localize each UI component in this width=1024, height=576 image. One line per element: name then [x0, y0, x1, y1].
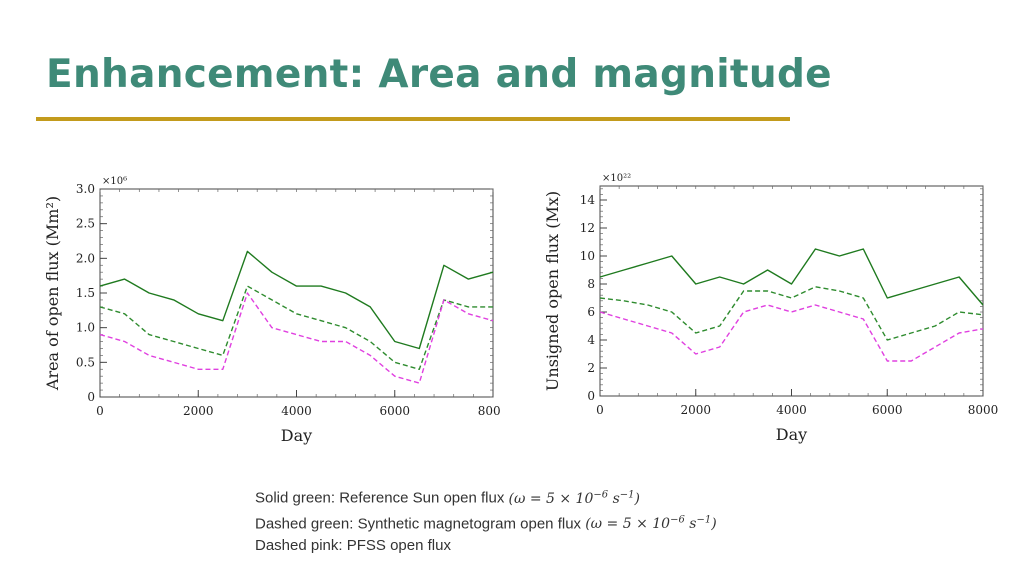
caption-line-dashed-green: Dashed green: Synthetic magnetogram open…: [255, 510, 717, 536]
caption-text: Solid green: Reference Sun open flux: [255, 489, 509, 507]
y-tick-label: 3.0: [76, 182, 95, 196]
series-solid-green-line: [99, 250, 494, 350]
y-tick-label: 14: [580, 193, 596, 207]
caption-math-close: ): [634, 490, 640, 507]
y-tick-label: 8: [587, 277, 595, 291]
caption-line-dashed-pink: Dashed pink: PFSS open flux: [255, 535, 717, 557]
x-tick-label: 8000: [968, 403, 999, 417]
caption-text: Dashed green: Synthetic magnetogram open…: [255, 515, 586, 533]
y-tick-label: 2: [587, 361, 595, 375]
legend-caption: Solid green: Reference Sun open flux (ω …: [255, 484, 717, 557]
x-axis-label: Day: [281, 426, 312, 445]
caption-math: (ω = 5 × 10−6 s−1): [585, 514, 717, 533]
x-tick-label: 8000: [478, 404, 500, 418]
area-open-flux-chart: 0 2000 4000 6000 8000 0 0.5 1.0 1.5 2.0 2.5 3.0 ×10⁶…: [43, 176, 500, 445]
x-tick-label: 2000: [183, 404, 214, 418]
y-tick-label: 12: [580, 221, 595, 235]
x-tick-label: 4000: [281, 404, 312, 418]
y-tick-label: 2.0: [76, 251, 95, 265]
caption-math-unit-exponent: −1: [619, 489, 635, 500]
caption-math-base: (ω = 5 × 10: [585, 516, 671, 533]
caption-math: (ω = 5 × 10−6 s−1): [508, 489, 640, 507]
y-axis-label: Unsigned open flux (Mx): [543, 191, 562, 391]
y-tick-label: 0.5: [76, 355, 95, 369]
y-tick-label: 1.5: [76, 286, 95, 300]
caption-math-close: ): [711, 516, 717, 533]
x-tick-label: 0: [96, 404, 104, 418]
plot-frame: [99, 188, 494, 398]
caption-line-solid-green: Solid green: Reference Sun open flux (ω …: [255, 484, 717, 510]
series-dashed-green-line: [99, 285, 493, 371]
axis-multiplier: ×10⁶: [102, 176, 127, 187]
x-axis-label: Day: [776, 425, 807, 444]
y-tick-label: 2.5: [76, 217, 95, 231]
slide-title: Enhancement: Area and magnitude: [46, 52, 832, 97]
caption-math-exponent: −6: [593, 489, 609, 500]
y-tick-label: 0: [87, 390, 95, 404]
x-tick-label: 4000: [776, 403, 807, 417]
series-dashed-pink-line: [99, 292, 494, 384]
caption-math-unit-exponent: −1: [696, 514, 712, 526]
y-tick-label: 4: [587, 333, 595, 347]
caption-math-exponent: −6: [670, 514, 685, 526]
series-dashed-pink-line: [599, 304, 984, 362]
axis-multiplier: ×10²²: [602, 173, 631, 184]
series-solid-green-line: [599, 248, 984, 306]
y-axis-label: Area of open flux (Mm²): [43, 196, 62, 391]
caption-math-unit: s: [684, 516, 697, 533]
caption-math-unit: s: [608, 490, 620, 507]
y-tick-label: 1.0: [76, 321, 95, 335]
x-tick-label: 6000: [872, 403, 903, 417]
y-tick-label: 0: [587, 389, 595, 403]
series-dashed-green-line: [599, 286, 984, 341]
caption-math-base: (ω = 5 × 10: [508, 490, 594, 507]
caption-text: Dashed pink: PFSS open flux: [255, 537, 451, 555]
unsigned-open-flux-chart: 0 2000 4000 6000 8000 0 2 4 6 8 10 12 14 ×10²² Day Unsi…: [543, 173, 999, 444]
x-tick-label: 6000: [379, 404, 410, 418]
y-tick-label: 6: [587, 305, 595, 319]
x-tick-label: 2000: [680, 403, 711, 417]
x-tick-label: 0: [596, 403, 604, 417]
title-underline: [36, 117, 790, 121]
y-tick-label: 10: [580, 249, 595, 263]
plot-frame: [599, 185, 984, 397]
